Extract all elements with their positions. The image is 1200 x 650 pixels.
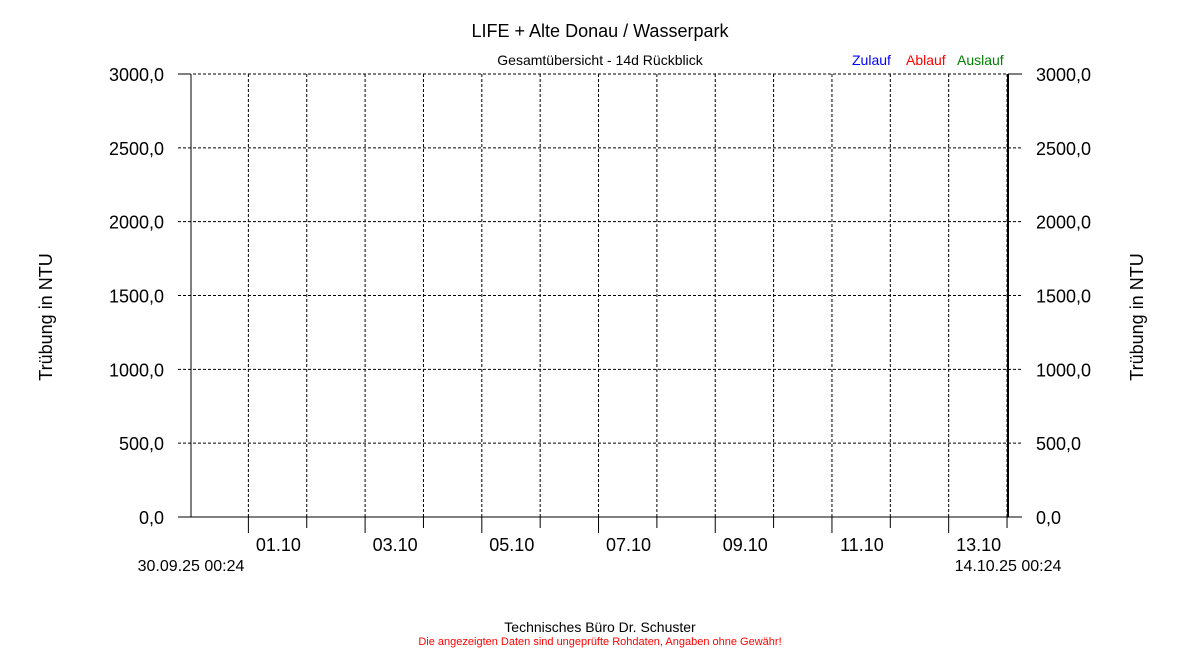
y-tick-label-right: 0,0 xyxy=(1036,508,1061,528)
y-axis-label-left: Trübung in NTU xyxy=(36,253,56,380)
chart-subtitle: Gesamtübersicht - 14d Rückblick xyxy=(497,52,703,68)
y-tick-label-right: 2500,0 xyxy=(1036,139,1091,159)
grid xyxy=(178,73,1022,517)
y-axis-label-right: Trübung in NTU xyxy=(1127,253,1147,380)
y-tick-label-left: 1000,0 xyxy=(109,360,164,380)
x-tick-label: 05.10 xyxy=(489,535,534,555)
legend: Zulauf Ablauf Auslauf xyxy=(852,52,1004,68)
y-tick-label-right: 500,0 xyxy=(1036,434,1081,454)
x-tick-label: 13.10 xyxy=(956,535,1001,555)
legend-zulauf: Zulauf xyxy=(852,52,891,68)
y-tick-label-left: 3000,0 xyxy=(109,65,164,85)
x-tick-label: 01.10 xyxy=(256,535,301,555)
y-tick-label-left: 500,0 xyxy=(119,434,164,454)
chart-title: LIFE + Alte Donau / Wasserpark xyxy=(472,21,730,41)
y-tick-label-left: 2000,0 xyxy=(109,213,164,233)
legend-auslauf: Auslauf xyxy=(957,52,1004,68)
y-tick-label-left: 0,0 xyxy=(139,508,164,528)
x-tick-label: 09.10 xyxy=(723,535,768,555)
footer-company: Technisches Büro Dr. Schuster xyxy=(504,619,696,635)
x-end-label: 14.10.25 00:24 xyxy=(955,558,1062,575)
x-tick-label: 07.10 xyxy=(606,535,651,555)
axes: 0,0 0,0 500,0 500,0 1000,0 1000,0 1500,0 1500,0… xyxy=(109,65,1091,555)
y-tick-label-right: 3000,0 xyxy=(1036,65,1091,85)
legend-ablauf: Ablauf xyxy=(906,52,946,68)
y-tick-label-right: 1000,0 xyxy=(1036,360,1091,380)
x-tick-label: 11.10 xyxy=(840,535,884,555)
footer-disclaimer: Die angezeigten Daten sind ungeprüfte Ro… xyxy=(418,636,781,648)
y-tick-label-left: 1500,0 xyxy=(109,287,164,307)
y-tick-label-left: 2500,0 xyxy=(109,139,164,159)
x-start-label: 30.09.25 00:24 xyxy=(138,558,245,575)
x-tick-label: 03.10 xyxy=(373,535,418,555)
y-tick-label-right: 1500,0 xyxy=(1036,287,1091,307)
y-tick-label-right: 2000,0 xyxy=(1036,213,1091,233)
